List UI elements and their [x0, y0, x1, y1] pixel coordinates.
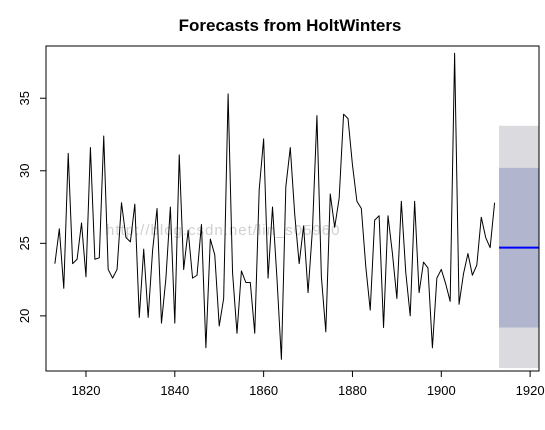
x-tick-label: 1840: [160, 383, 189, 398]
y-tick-label: 30: [17, 164, 32, 178]
x-tick-label: 1900: [427, 383, 456, 398]
x-tick-label: 1920: [516, 383, 545, 398]
x-tick-label: 1880: [338, 383, 367, 398]
y-tick-label: 25: [17, 236, 32, 250]
x-axis: 1820 1840 1860 1880 1900 1920: [72, 370, 545, 398]
y-tick-label: 35: [17, 91, 32, 105]
series-line-0: [54, 52, 496, 360]
y-axis: 20 25 30 35: [17, 91, 47, 323]
plot-frame: [45, 45, 540, 372]
series-lines: [54, 52, 496, 360]
x-tick-label: 1820: [72, 383, 101, 398]
chart-title: Forecasts from HoltWinters: [179, 16, 402, 35]
y-tick-label: 20: [17, 309, 32, 323]
x-tick-label: 1860: [249, 383, 278, 398]
forecast-bands: [499, 125, 539, 369]
watermark: http://blog.csdn.net/lin_s05960: [106, 222, 340, 239]
